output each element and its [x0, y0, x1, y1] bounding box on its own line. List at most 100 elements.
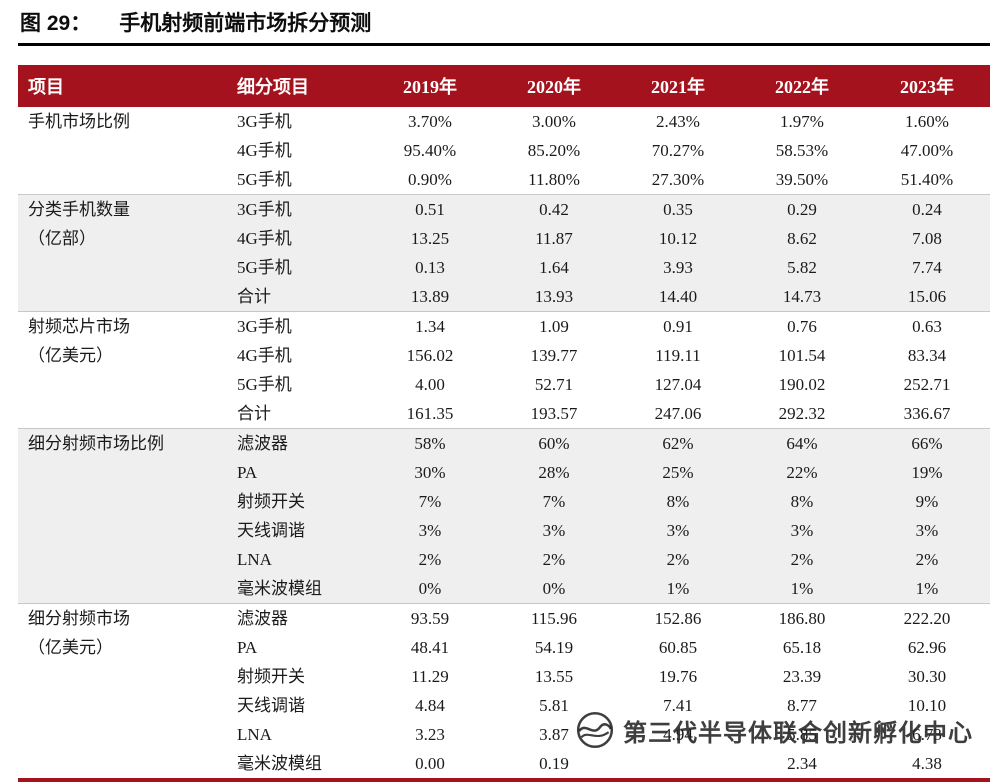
sub-item-cell: 滤波器 — [230, 603, 368, 633]
figure-title: 图 29： 手机射频前端市场拆分预测 — [18, 8, 990, 43]
value-cell: 0.42 — [492, 194, 616, 224]
year-column-header: 2022年 — [740, 65, 864, 107]
sub-item-cell: 合计 — [230, 282, 368, 312]
value-cell: 23.39 — [782, 667, 822, 686]
forecast-table: 项目 细分项目 2019年 2020年 2021年 2022年 2023年 手机市场比例 3G… — [18, 65, 990, 782]
value-cell: 85.20% — [527, 141, 581, 160]
sub-item-cell: 4G手机 — [237, 141, 292, 160]
table-row: 5G手机 0.13 1.64 3.93 5.82 7.74 — [18, 253, 990, 282]
value-cell: 127.04 — [654, 375, 702, 394]
year-column-header: 2021年 — [616, 65, 740, 107]
value-cell: 62.96 — [907, 638, 947, 657]
value-cell: 247.06 — [654, 404, 702, 423]
sub-item-cell: 5G手机 — [230, 253, 368, 282]
sub-item-cell: 天线调谐 — [230, 516, 368, 545]
value-cell: 60% — [492, 428, 616, 458]
value-cell: 11.29 — [411, 667, 449, 686]
sub-item-column-header: 细分项目 — [230, 65, 368, 107]
value-cell: 13.55 — [534, 667, 574, 686]
group-name-line: 分类手机数量 — [28, 200, 130, 219]
value-cell: 4.38 — [912, 754, 942, 773]
group-name-line: （亿美元） — [28, 346, 113, 365]
value-cell: 0.91 — [616, 311, 740, 341]
table-row: 合计 13.89 13.93 14.40 14.73 15.06 — [18, 282, 990, 312]
group-name-cell: 手机市场比例 — [18, 107, 230, 195]
year-column-header: 2023年 — [864, 65, 990, 107]
value-cell: 1% — [864, 574, 990, 604]
table-row: 射频开关 11.29 13.55 19.76 23.39 30.30 — [18, 662, 990, 691]
sub-item-cell: 3G手机 — [237, 112, 292, 131]
table-row: PA 48.41 54.19 60.85 65.18 62.96 — [18, 633, 990, 662]
value-cell: 0% — [368, 574, 492, 604]
sub-item-cell: 射频开关 — [237, 667, 305, 686]
value-cell: 292.32 — [778, 404, 826, 423]
value-cell: 10.12 — [616, 224, 740, 253]
value-cell: 7.74 — [864, 253, 990, 282]
value-cell: 54.19 — [534, 638, 574, 657]
sub-item-cell: 4G手机 — [230, 224, 368, 253]
group-name-line: （亿部） — [28, 229, 96, 248]
group-name-cell: 射频芯片市场 （亿美元） — [18, 311, 230, 429]
value-cell: 11.80% — [528, 170, 580, 189]
value-cell: 161.35 — [406, 404, 454, 423]
value-cell: 83.34 — [907, 346, 947, 365]
value-cell: 11.87 — [492, 224, 616, 253]
sub-item-cell: 3G手机 — [230, 311, 368, 341]
value-cell: 30.30 — [907, 667, 947, 686]
sub-item-cell: 合计 — [237, 404, 271, 423]
value-cell: 48.41 — [410, 638, 450, 657]
value-cell: 2.34 — [787, 754, 817, 773]
value-cell: 2% — [492, 545, 616, 574]
value-cell: 190.02 — [778, 375, 826, 394]
value-cell: 4.94 — [663, 725, 693, 744]
value-cell: 1.64 — [492, 253, 616, 282]
value-cell: 51.40% — [900, 170, 954, 189]
value-cell: 0.29 — [740, 194, 864, 224]
value-cell: 7.41 — [663, 696, 693, 715]
value-cell: 193.57 — [530, 404, 578, 423]
sub-item-cell: 4G手机 — [237, 346, 292, 365]
sub-item-cell: 5G手机 — [237, 170, 292, 189]
table-row: 射频芯片市场 （亿美元） 3G手机 1.34 1.09 0.91 0.76 0.63 — [18, 311, 990, 429]
sub-item-cell: PA — [230, 458, 368, 487]
value-cell: 2% — [368, 545, 492, 574]
value-cell: 58.53% — [775, 141, 829, 160]
table-row: 4G手机 156.02 139.77 119.11 101.54 83.34 — [18, 341, 990, 370]
value-cell: 0% — [492, 574, 616, 604]
value-cell: 7% — [368, 487, 492, 516]
value-cell: 336.67 — [903, 404, 951, 423]
value-cell: 3.23 — [415, 725, 445, 744]
value-cell: 25% — [616, 458, 740, 487]
value-cell: 1.97% — [780, 112, 824, 131]
value-cell: 7.08 — [864, 224, 990, 253]
sub-item-cell: 3G手机 — [230, 194, 368, 224]
value-cell: 65.18 — [782, 638, 822, 657]
value-cell: 5.81 — [539, 696, 569, 715]
value-cell: 13.89 — [368, 282, 492, 312]
value-cell: 8.62 — [740, 224, 864, 253]
table-row: 5G手机 0.90% 11.80% 27.30% 39.50% 51.40% — [18, 165, 990, 195]
table-row: 天线调谐 3% 3% 3% 3% 3% — [18, 516, 990, 545]
value-cell: 3.70% — [408, 112, 452, 131]
group-name-line: （亿美元） — [28, 638, 113, 657]
value-cell: 0.90% — [408, 170, 452, 189]
value-cell: 93.59 — [368, 603, 492, 633]
value-cell: 3% — [368, 516, 492, 545]
value-cell: 6.73 — [912, 725, 942, 744]
group-name-cell: 细分射频市场比例 — [18, 428, 230, 604]
value-cell: 156.02 — [406, 346, 454, 365]
value-cell: 3.87 — [539, 725, 569, 744]
value-cell: 2% — [864, 545, 990, 574]
value-cell: 22% — [740, 458, 864, 487]
table-row: 细分射频市场 （亿美元） 滤波器 93.59 115.96 152.86 186.80 222… — [18, 603, 990, 780]
sub-item-cell: LNA — [237, 725, 272, 744]
value-cell: 8% — [616, 487, 740, 516]
value-cell: 1% — [616, 574, 740, 604]
table-row: 天线调谐 4.84 5.81 7.41 8.77 10.10 — [18, 691, 990, 720]
value-cell: 2% — [616, 545, 740, 574]
sub-item-cell: 滤波器 — [230, 428, 368, 458]
value-cell: 8% — [740, 487, 864, 516]
value-cell: 139.77 — [530, 346, 578, 365]
value-cell: 0.35 — [616, 194, 740, 224]
value-cell: 47.00% — [900, 141, 954, 160]
